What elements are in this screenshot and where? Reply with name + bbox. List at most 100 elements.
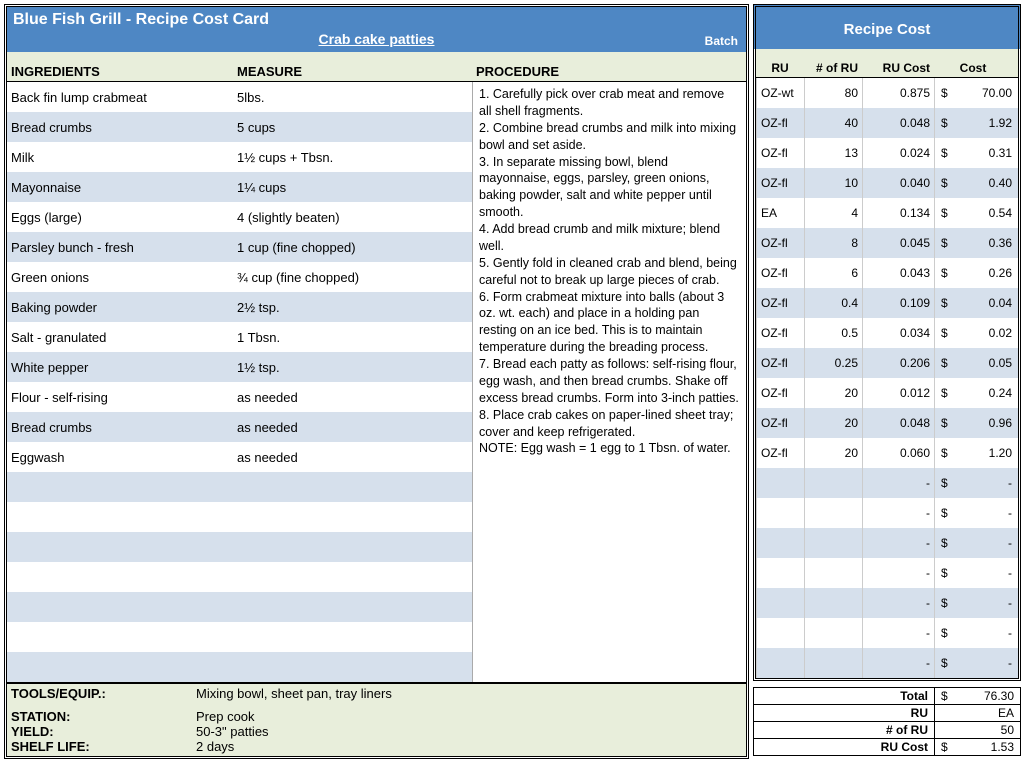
batch-label: Batch bbox=[705, 34, 738, 48]
station-label: STATION: bbox=[11, 709, 196, 724]
cost-row: OZ-fl200.048$0.96 bbox=[756, 408, 1018, 438]
header-ru-cost: RU Cost bbox=[862, 61, 934, 75]
cost-ru bbox=[756, 558, 804, 588]
ingredient-measure: 1 cup (fine chopped) bbox=[237, 240, 472, 255]
ingredient-row: White pepper1½ tsp. bbox=[7, 352, 472, 382]
cost-row: OZ-fl200.060$1.20 bbox=[756, 438, 1018, 468]
cost-num-ru: 20 bbox=[804, 408, 862, 438]
cost-row: -$- bbox=[756, 648, 1018, 678]
cost-ru bbox=[756, 498, 804, 528]
header-num-ru: # of RU bbox=[804, 61, 862, 75]
ingredient-row: Milk1½ cups + Tbsn. bbox=[7, 142, 472, 172]
cost-ru-cost: 0.045 bbox=[862, 228, 934, 258]
column-headers: INGREDIENTS MEASURE PROCEDURE bbox=[7, 52, 746, 82]
cost-num-ru: 80 bbox=[804, 78, 862, 108]
cost-num-ru bbox=[804, 588, 862, 618]
cost-amount: $0.96 bbox=[934, 408, 1018, 438]
cost-ru: OZ-fl bbox=[756, 228, 804, 258]
cost-ru-cost: - bbox=[862, 618, 934, 648]
ingredient-name: Green onions bbox=[7, 270, 237, 285]
ingredient-row: Bread crumbsas needed bbox=[7, 412, 472, 442]
cost-num-ru: 13 bbox=[804, 138, 862, 168]
cost-num-ru: 20 bbox=[804, 378, 862, 408]
header-cost: Cost bbox=[934, 61, 1018, 75]
cost-num-ru bbox=[804, 498, 862, 528]
cost-ru-cost: 0.060 bbox=[862, 438, 934, 468]
cost-amount: $0.40 bbox=[934, 168, 1018, 198]
cost-ru: OZ-fl bbox=[756, 438, 804, 468]
ingredient-row: Back fin lump crabmeat5lbs. bbox=[7, 82, 472, 112]
ingredient-row: Bread crumbs5 cups bbox=[7, 112, 472, 142]
ingredient-measure: 2½ tsp. bbox=[237, 300, 472, 315]
cost-num-ru bbox=[804, 468, 862, 498]
header-procedure: PROCEDURE bbox=[472, 64, 746, 79]
cost-amount: $1.92 bbox=[934, 108, 1018, 138]
cost-amount: $- bbox=[934, 558, 1018, 588]
ingredient-name: Mayonnaise bbox=[7, 180, 237, 195]
cost-row: -$- bbox=[756, 468, 1018, 498]
cost-ru: OZ-fl bbox=[756, 258, 804, 288]
cost-ru: OZ-fl bbox=[756, 288, 804, 318]
header-measure: MEASURE bbox=[237, 64, 472, 79]
cost-headers: RU # of RU RU Cost Cost bbox=[756, 49, 1018, 78]
cost-ru: OZ-fl bbox=[756, 378, 804, 408]
cost-row: OZ-wt800.875$70.00 bbox=[756, 78, 1018, 108]
summary-total-value: $76.30 bbox=[935, 688, 1020, 704]
ingredient-measure: as needed bbox=[237, 450, 472, 465]
cost-rows: OZ-wt800.875$70.00OZ-fl400.048$1.92OZ-fl… bbox=[756, 78, 1018, 678]
cost-ru-cost: 0.048 bbox=[862, 408, 934, 438]
cost-row: OZ-fl0.50.034$0.02 bbox=[756, 318, 1018, 348]
ingredient-measure: as needed bbox=[237, 420, 472, 435]
cost-num-ru: 8 bbox=[804, 228, 862, 258]
procedure-text: 1. Carefully pick over crab meat and rem… bbox=[472, 82, 746, 682]
cost-ru: OZ-fl bbox=[756, 138, 804, 168]
cost-row: OZ-fl60.043$0.26 bbox=[756, 258, 1018, 288]
cost-row: -$- bbox=[756, 618, 1018, 648]
cost-ru-cost: 0.206 bbox=[862, 348, 934, 378]
cost-num-ru: 40 bbox=[804, 108, 862, 138]
ingredient-name: Bread crumbs bbox=[7, 420, 237, 435]
ingredient-measure: 1 Tbsn. bbox=[237, 330, 472, 345]
cost-num-ru: 4 bbox=[804, 198, 862, 228]
ingredient-row: Baking powder2½ tsp. bbox=[7, 292, 472, 322]
cost-num-ru: 10 bbox=[804, 168, 862, 198]
recipe-cost-title: Recipe Cost bbox=[753, 4, 1021, 49]
cost-row: -$- bbox=[756, 528, 1018, 558]
cost-ru bbox=[756, 618, 804, 648]
ingredient-row: Eggs (large)4 (slightly beaten) bbox=[7, 202, 472, 232]
summary-table: Total $76.30 RU EA # of RU 50 RU Cost $1… bbox=[753, 687, 1021, 756]
ingredient-name: Bread crumbs bbox=[7, 120, 237, 135]
cost-row: OZ-fl400.048$1.92 bbox=[756, 108, 1018, 138]
summary-nru-label: # of RU bbox=[754, 722, 935, 738]
cost-ru: OZ-fl bbox=[756, 348, 804, 378]
ingredient-row bbox=[7, 592, 472, 622]
cost-row: -$- bbox=[756, 588, 1018, 618]
footer-block: TOOLS/EQUIP.: Mixing bowl, sheet pan, tr… bbox=[7, 682, 746, 756]
cost-num-ru: 0.25 bbox=[804, 348, 862, 378]
ingredient-row: Parsley bunch - fresh1 cup (fine chopped… bbox=[7, 232, 472, 262]
cost-ru: OZ-fl bbox=[756, 318, 804, 348]
cost-ru bbox=[756, 588, 804, 618]
ingredient-name: Salt - granulated bbox=[7, 330, 237, 345]
cost-amount: $- bbox=[934, 588, 1018, 618]
ingredient-row bbox=[7, 652, 472, 682]
ingredient-name: White pepper bbox=[7, 360, 237, 375]
cost-ru-cost: - bbox=[862, 648, 934, 678]
cost-ru-cost: 0.875 bbox=[862, 78, 934, 108]
ingredient-measure: 5lbs. bbox=[237, 90, 472, 105]
ingredient-row: Eggwashas needed bbox=[7, 442, 472, 472]
yield-label: YIELD: bbox=[11, 724, 196, 739]
cost-row: OZ-fl0.40.109$0.04 bbox=[756, 288, 1018, 318]
summary-nru-value: 50 bbox=[935, 722, 1020, 738]
cost-row: OZ-fl0.250.206$0.05 bbox=[756, 348, 1018, 378]
cost-ru-cost: - bbox=[862, 528, 934, 558]
cost-num-ru: 6 bbox=[804, 258, 862, 288]
cost-ru bbox=[756, 468, 804, 498]
ingredient-measure: 5 cups bbox=[237, 120, 472, 135]
cost-amount: $1.20 bbox=[934, 438, 1018, 468]
title-bar: Blue Fish Grill - Recipe Cost Card Crab … bbox=[7, 7, 746, 52]
cost-amount: $- bbox=[934, 528, 1018, 558]
ingredient-row bbox=[7, 622, 472, 652]
cost-ru-cost: 0.048 bbox=[862, 108, 934, 138]
yield-value: 50-3" patties bbox=[196, 724, 742, 739]
